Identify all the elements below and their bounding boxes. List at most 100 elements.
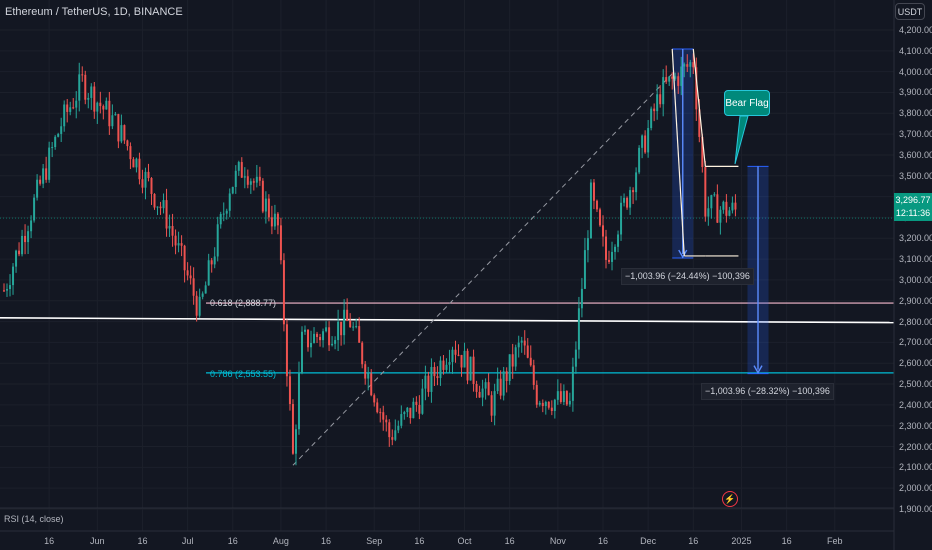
candle-body <box>364 364 367 379</box>
candle <box>484 378 487 400</box>
candle-body <box>367 373 370 379</box>
candle-body <box>589 182 592 239</box>
candle <box>90 83 93 110</box>
candle-body <box>457 354 460 356</box>
candle <box>3 283 5 293</box>
candle <box>270 205 273 235</box>
candle <box>466 348 469 385</box>
candle-body <box>388 422 391 438</box>
candle-body <box>87 97 90 100</box>
candle-body <box>243 176 246 178</box>
candle-body <box>252 181 255 183</box>
candle-body <box>141 179 144 188</box>
candle <box>291 399 294 455</box>
candle <box>153 193 156 210</box>
candle <box>644 130 647 154</box>
candle-body <box>57 133 60 137</box>
rsi-indicator-label[interactable]: RSI (14, close) <box>4 514 64 524</box>
candle-body <box>355 326 358 328</box>
candle-body <box>662 77 665 105</box>
candle <box>490 391 493 422</box>
candle-body <box>403 412 406 415</box>
candle-body <box>328 327 331 346</box>
candle-body <box>93 86 96 112</box>
candle <box>48 141 51 183</box>
candle <box>565 390 568 406</box>
price-tick-label: 2,600.00 <box>899 358 932 369</box>
candle-body <box>258 176 261 181</box>
candle-body <box>297 373 300 430</box>
candle-body <box>310 342 313 348</box>
candle <box>69 101 72 116</box>
candle-body <box>695 67 698 110</box>
candle-body <box>626 197 629 208</box>
candle-body <box>731 202 734 211</box>
price-tick-label: 2,500.00 <box>899 379 932 390</box>
candle <box>343 299 346 345</box>
price-tick-label: 2,300.00 <box>899 420 932 431</box>
candle-body <box>33 197 36 221</box>
time-tick-label: 16 <box>227 536 238 546</box>
candle <box>716 184 719 223</box>
candle <box>240 157 243 179</box>
candle <box>611 241 614 271</box>
candle <box>385 415 388 432</box>
candle-body <box>352 326 355 328</box>
candle <box>18 242 21 257</box>
symbol-header[interactable]: Ethereum / TetherUS, 1D, BINANCE <box>5 6 183 18</box>
lightning-icon[interactable]: ⚡ <box>722 491 738 507</box>
candle-body <box>337 321 340 341</box>
candle-body <box>523 340 526 346</box>
candle <box>427 371 430 397</box>
candle-body <box>261 180 264 212</box>
candle <box>517 335 520 358</box>
candle <box>481 379 484 407</box>
candle <box>547 401 550 410</box>
candle-body <box>204 285 207 294</box>
candle <box>285 319 288 387</box>
candle <box>192 267 195 305</box>
candle <box>102 104 105 120</box>
candle-body <box>460 355 463 368</box>
candle <box>373 393 376 407</box>
currency-button[interactable]: USDT <box>895 3 925 20</box>
candle-body <box>69 107 72 112</box>
candle-body <box>466 350 469 381</box>
measure-label-2[interactable]: −1,003.96 (−28.32%) −100,396 <box>701 383 834 400</box>
candle <box>668 76 671 86</box>
candle <box>267 194 270 222</box>
candle-body <box>48 147 51 180</box>
candle-body <box>436 376 439 379</box>
candle-body <box>288 376 291 405</box>
candle-body <box>249 181 252 185</box>
candle <box>132 157 135 168</box>
candle <box>276 212 279 235</box>
time-tick-label: 16 <box>597 536 608 546</box>
time-tick-label: 16 <box>414 536 425 546</box>
candle <box>713 192 716 197</box>
candle <box>39 175 42 186</box>
price-tick-label: 2,000.00 <box>899 483 932 494</box>
candle-body <box>671 76 674 79</box>
candle-body <box>376 402 379 413</box>
candle <box>36 174 39 201</box>
candle <box>201 291 204 300</box>
candle <box>445 358 448 373</box>
overlays-back <box>0 48 895 466</box>
candle-body <box>397 425 400 431</box>
candle-body <box>556 391 559 400</box>
candle-body <box>273 213 276 227</box>
bear-flag-callout[interactable]: Bear Flag <box>724 90 770 116</box>
candle <box>21 229 24 257</box>
time-tick-label: Oct <box>457 536 472 546</box>
candle <box>189 265 192 285</box>
candle <box>608 250 611 264</box>
candle-body <box>605 236 607 260</box>
candle <box>96 101 99 124</box>
measure-label-1[interactable]: −1,003.96 (−24.44%) −100,396 <box>621 268 754 285</box>
candle-body <box>698 109 701 137</box>
candle <box>159 201 162 215</box>
candle-body <box>316 333 319 337</box>
candle-body <box>517 342 520 348</box>
